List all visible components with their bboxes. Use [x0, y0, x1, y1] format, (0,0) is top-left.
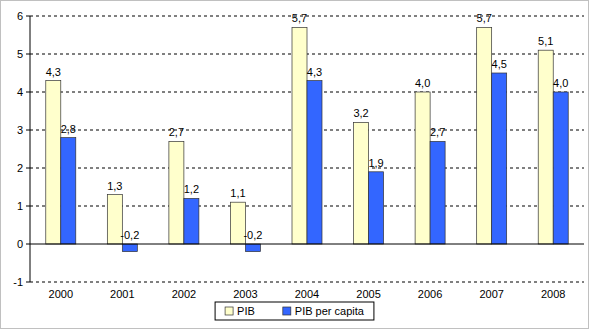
bar — [122, 244, 137, 252]
chart: -1 0 1 2 3 4 5 6 4,3 1,3 2,7 1,1 5,7 3,2 4,0 5,7 5,1 2,8 -… — [0, 0, 589, 329]
y-tick-label: 6 — [17, 10, 23, 22]
data-label: -0,2 — [243, 229, 262, 241]
y-tick-label: 5 — [17, 48, 23, 60]
x-tick-label: 2008 — [541, 288, 565, 300]
tick-mark — [26, 168, 30, 169]
data-label: 1,2 — [184, 183, 199, 195]
bar — [553, 92, 568, 244]
bar — [415, 92, 430, 244]
tick-mark — [26, 244, 30, 245]
data-label: 3,2 — [353, 107, 368, 119]
legend-label: PIB — [237, 305, 255, 317]
bar — [245, 244, 260, 252]
legend: PIB PIB per capita — [215, 302, 374, 320]
x-tick-label: 2006 — [418, 288, 442, 300]
y-tick-label: 2 — [17, 162, 23, 174]
bar — [169, 141, 184, 244]
legend-swatch — [283, 307, 291, 315]
bar — [292, 27, 307, 244]
y-tick-label: 3 — [17, 124, 23, 136]
x-tick-label: 2007 — [479, 288, 503, 300]
data-label: -0,2 — [120, 229, 139, 241]
x-axis — [30, 244, 584, 245]
grid-line — [30, 282, 584, 283]
data-label: 1,3 — [107, 180, 122, 192]
tick-mark — [26, 206, 30, 207]
legend-box — [215, 302, 374, 320]
data-label: 2,7 — [169, 126, 184, 138]
data-label: 1,9 — [368, 157, 383, 169]
x-tick-label: 2000 — [49, 288, 73, 300]
data-label: 5,7 — [292, 12, 307, 24]
bar — [538, 50, 553, 244]
y-tick-label: 4 — [17, 86, 23, 98]
x-tick-label: 2002 — [172, 288, 196, 300]
y-axis — [30, 16, 31, 282]
data-label: 1,1 — [230, 187, 245, 199]
x-tick-label: 2004 — [295, 288, 319, 300]
y-tick-label: 0 — [17, 238, 23, 250]
data-label: 5,1 — [538, 35, 553, 47]
background — [1, 1, 589, 329]
x-tick-label: 2003 — [233, 288, 257, 300]
legend-label: PIB per capita — [295, 305, 365, 317]
bar — [307, 81, 322, 244]
tick-mark — [26, 130, 30, 131]
bar — [369, 172, 384, 244]
y-tick-label: -1 — [13, 276, 23, 288]
bar — [184, 198, 199, 244]
bar — [477, 27, 492, 244]
chart-container: -1 0 1 2 3 4 5 6 4,3 1,3 2,7 1,1 5,7 3,2 4,0 5,7 5,1 2,8 -… — [0, 0, 589, 329]
bar — [430, 141, 445, 244]
tick-mark — [26, 92, 30, 93]
bar — [61, 138, 76, 244]
tick-mark — [26, 282, 30, 283]
data-label: 5,7 — [477, 12, 492, 24]
tick-mark — [26, 16, 30, 17]
x-tick-label: 2001 — [110, 288, 134, 300]
bars — [46, 27, 568, 251]
data-label: 4,3 — [46, 66, 61, 78]
data-label: 2,8 — [61, 123, 76, 135]
data-label: 4,0 — [415, 77, 430, 89]
data-label: 4,3 — [307, 66, 322, 78]
data-label: 4,5 — [492, 58, 507, 70]
data-label: 4,0 — [553, 77, 568, 89]
legend-swatch — [225, 307, 233, 315]
x-tick-label: 2005 — [356, 288, 380, 300]
bar — [492, 73, 507, 244]
bar — [46, 81, 61, 244]
tick-mark — [26, 54, 30, 55]
data-label: 2,7 — [430, 126, 445, 138]
bar — [354, 122, 369, 244]
y-tick-label: 1 — [17, 200, 23, 212]
